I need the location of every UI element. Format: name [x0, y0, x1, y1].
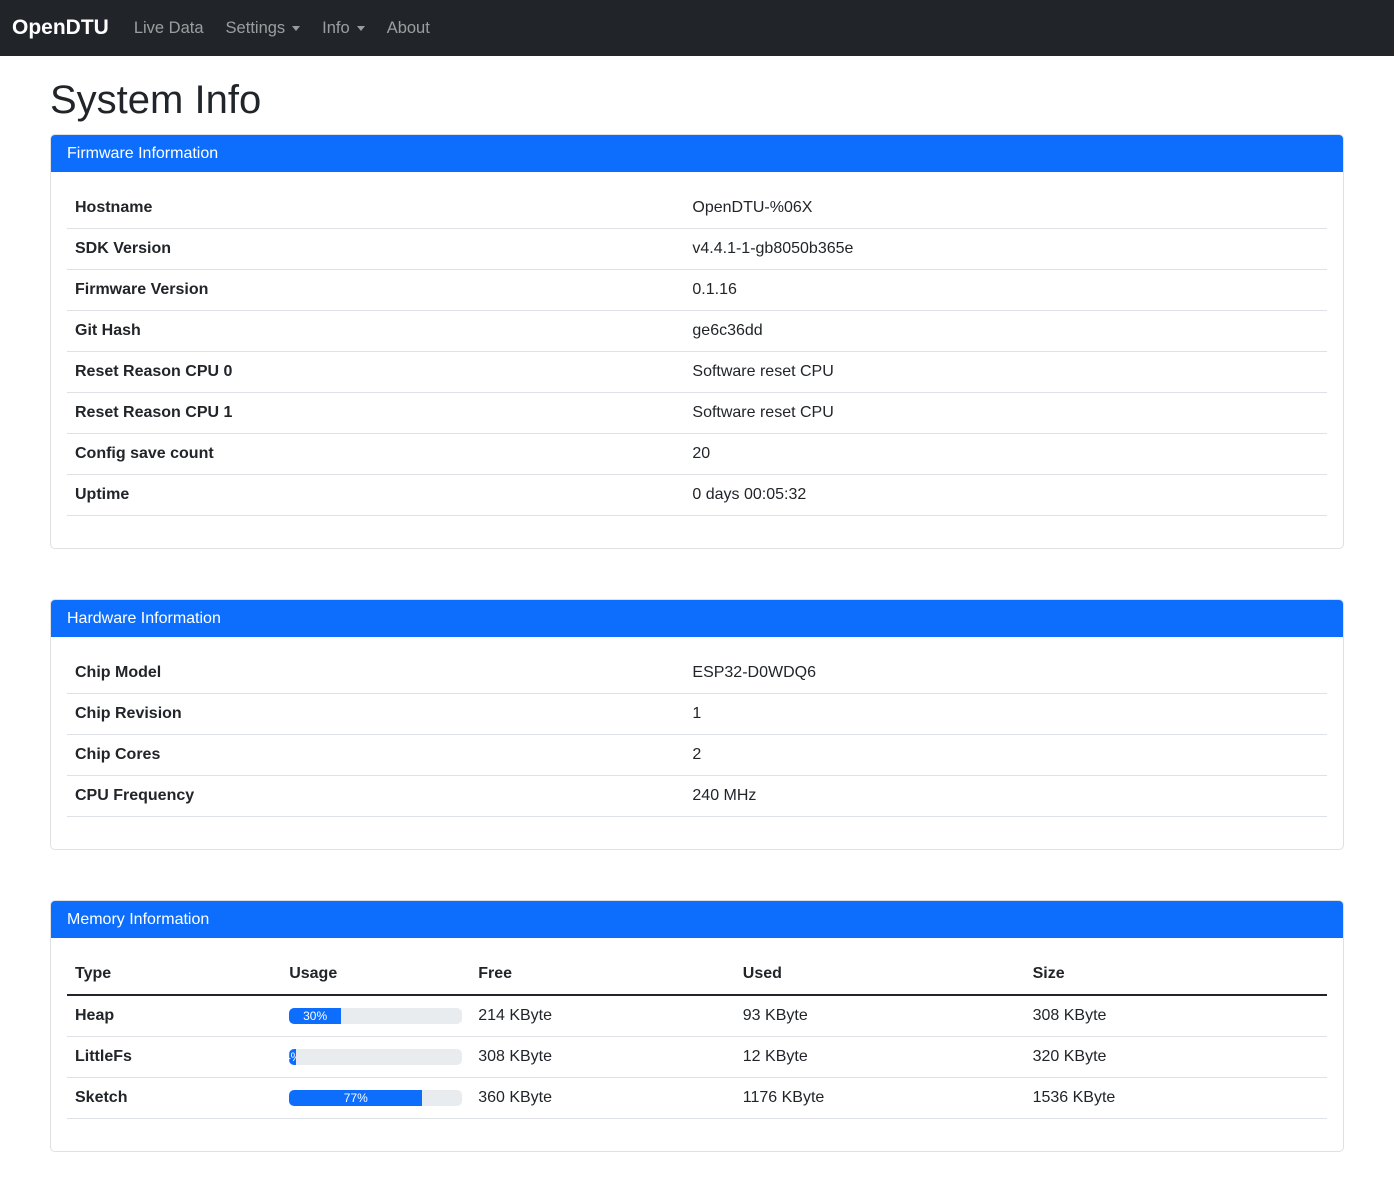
- table-row: Firmware Version 0.1.16: [67, 269, 1327, 311]
- page-title: System Info: [50, 78, 262, 122]
- firmware-table: Hostname OpenDTU-%06X SDK Version v4.4.1…: [67, 188, 1327, 516]
- table-row: SDK Version v4.4.1-1-gb8050b365e: [67, 228, 1327, 270]
- progress-track: 4%: [289, 1049, 463, 1065]
- info-value: Software reset CPU: [684, 351, 1327, 393]
- memory-type: Heap: [67, 995, 282, 1037]
- hardware-table: Chip Model ESP32-D0WDQ6 Chip Revision 1 …: [67, 653, 1327, 817]
- content-container: System Info Firmware Information Hostnam…: [50, 56, 1344, 1152]
- nav-item-label: Live Data: [133, 18, 204, 37]
- memory-table: Type Usage Free Used Size Heap 3: [67, 954, 1327, 1119]
- info-value: v4.4.1-1-gb8050b365e: [684, 228, 1327, 270]
- memory-used: 12 KByte: [734, 1036, 1025, 1078]
- info-value: Software reset CPU: [684, 392, 1327, 434]
- table-row: LittleFs 4% 308 KByte 12 KByte 320 KByte: [67, 1036, 1327, 1078]
- table-row: Reset Reason CPU 1 Software reset CPU: [67, 392, 1327, 434]
- progress-bar: 4%: [289, 1049, 297, 1065]
- card-header: Hardware Information: [51, 600, 1343, 637]
- info-label: Chip Model: [67, 653, 685, 694]
- info-label: Git Hash: [67, 310, 685, 352]
- card-header: Memory Information: [51, 901, 1343, 938]
- nav-item-label: Info: [322, 18, 350, 37]
- info-label: Chip Cores: [67, 734, 685, 776]
- nav-item-about[interactable]: About: [376, 11, 441, 46]
- info-value: 20: [684, 433, 1327, 475]
- nav-item-label: Settings: [225, 18, 286, 37]
- info-label: SDK Version: [67, 228, 685, 270]
- column-header-free: Free: [470, 954, 735, 996]
- column-header-usage: Usage: [281, 954, 471, 996]
- column-header-type: Type: [67, 954, 282, 996]
- info-label: Firmware Version: [67, 269, 685, 311]
- memory-used: 1176 KByte: [734, 1077, 1025, 1119]
- memory-size: 1536 KByte: [1024, 1077, 1327, 1119]
- info-value: ESP32-D0WDQ6: [684, 653, 1327, 694]
- chevron-down-icon: [356, 25, 365, 31]
- info-label: Hostname: [67, 188, 685, 229]
- info-value: OpenDTU-%06X: [684, 188, 1327, 229]
- table-row: Chip Model ESP32-D0WDQ6: [67, 653, 1327, 694]
- table-header-row: Type Usage Free Used Size: [67, 954, 1327, 996]
- info-value: 0 days 00:05:32: [684, 474, 1327, 516]
- table-row: CPU Frequency 240 MHz: [67, 775, 1327, 817]
- table-row: Heap 30% 214 KByte 93 KByte 308 KByte: [67, 995, 1327, 1037]
- info-value: 0.1.16: [684, 269, 1327, 311]
- memory-size: 308 KByte: [1024, 995, 1327, 1037]
- navbar-nav: Live Data Settings Info About: [123, 11, 441, 46]
- info-label: Uptime: [67, 474, 685, 516]
- column-header-used: Used: [734, 954, 1025, 996]
- brand-link[interactable]: OpenDTU: [12, 16, 109, 39]
- info-value: ge6c36dd: [684, 310, 1327, 352]
- hardware-information-card: Hardware Information Chip Model ESP32-D0…: [50, 599, 1344, 850]
- memory-free: 214 KByte: [470, 995, 735, 1037]
- memory-type: LittleFs: [67, 1036, 282, 1078]
- memory-free: 308 KByte: [470, 1036, 735, 1078]
- info-value: 240 MHz: [684, 775, 1327, 817]
- info-value: 2: [684, 734, 1327, 776]
- info-label: Chip Revision: [67, 693, 685, 735]
- memory-information-card: Memory Information Type Usage Free Used …: [50, 900, 1344, 1152]
- table-row: Uptime 0 days 00:05:32: [67, 474, 1327, 516]
- navbar: OpenDTU Live Data Settings Info About: [0, 0, 1394, 56]
- card-body: Hostname OpenDTU-%06X SDK Version v4.4.1…: [51, 172, 1343, 548]
- nav-item-label: About: [386, 18, 430, 37]
- table-row: Git Hash ge6c36dd: [67, 310, 1327, 352]
- chevron-down-icon: [292, 25, 301, 31]
- table-row: Config save count 20: [67, 433, 1327, 475]
- memory-size: 320 KByte: [1024, 1036, 1327, 1078]
- progress-track: 30%: [289, 1008, 463, 1024]
- table-row: Reset Reason CPU 0 Software reset CPU: [67, 351, 1327, 393]
- firmware-information-card: Firmware Information Hostname OpenDTU-%0…: [50, 134, 1344, 549]
- memory-usage-cell: 77%: [281, 1077, 471, 1119]
- table-row: Sketch 77% 360 KByte 1176 KByte 1536 KBy…: [67, 1077, 1327, 1119]
- nav-item-settings[interactable]: Settings: [215, 11, 312, 46]
- table-row: Chip Revision 1: [67, 693, 1327, 735]
- progress-bar: 77%: [289, 1090, 423, 1106]
- column-header-size: Size: [1024, 954, 1327, 996]
- memory-free: 360 KByte: [470, 1077, 735, 1119]
- info-value: 1: [684, 693, 1327, 735]
- info-label: Reset Reason CPU 0: [67, 351, 685, 393]
- table-row: Hostname OpenDTU-%06X: [67, 188, 1327, 229]
- info-label: Config save count: [67, 433, 685, 475]
- memory-usage-cell: 4%: [281, 1036, 471, 1078]
- info-label: Reset Reason CPU 1: [67, 392, 685, 434]
- nav-item-live-data[interactable]: Live Data: [123, 11, 215, 46]
- card-body: Chip Model ESP32-D0WDQ6 Chip Revision 1 …: [51, 637, 1343, 849]
- memory-used: 93 KByte: [734, 995, 1025, 1037]
- info-label: CPU Frequency: [67, 775, 685, 817]
- progress-bar: 30%: [289, 1008, 342, 1024]
- table-row: Chip Cores 2: [67, 734, 1327, 776]
- nav-item-info[interactable]: Info: [311, 11, 376, 46]
- progress-track: 77%: [289, 1090, 463, 1106]
- memory-type: Sketch: [67, 1077, 282, 1119]
- card-body: Type Usage Free Used Size Heap 3: [51, 938, 1343, 1151]
- card-header: Firmware Information: [51, 135, 1343, 172]
- memory-usage-cell: 30%: [281, 995, 471, 1037]
